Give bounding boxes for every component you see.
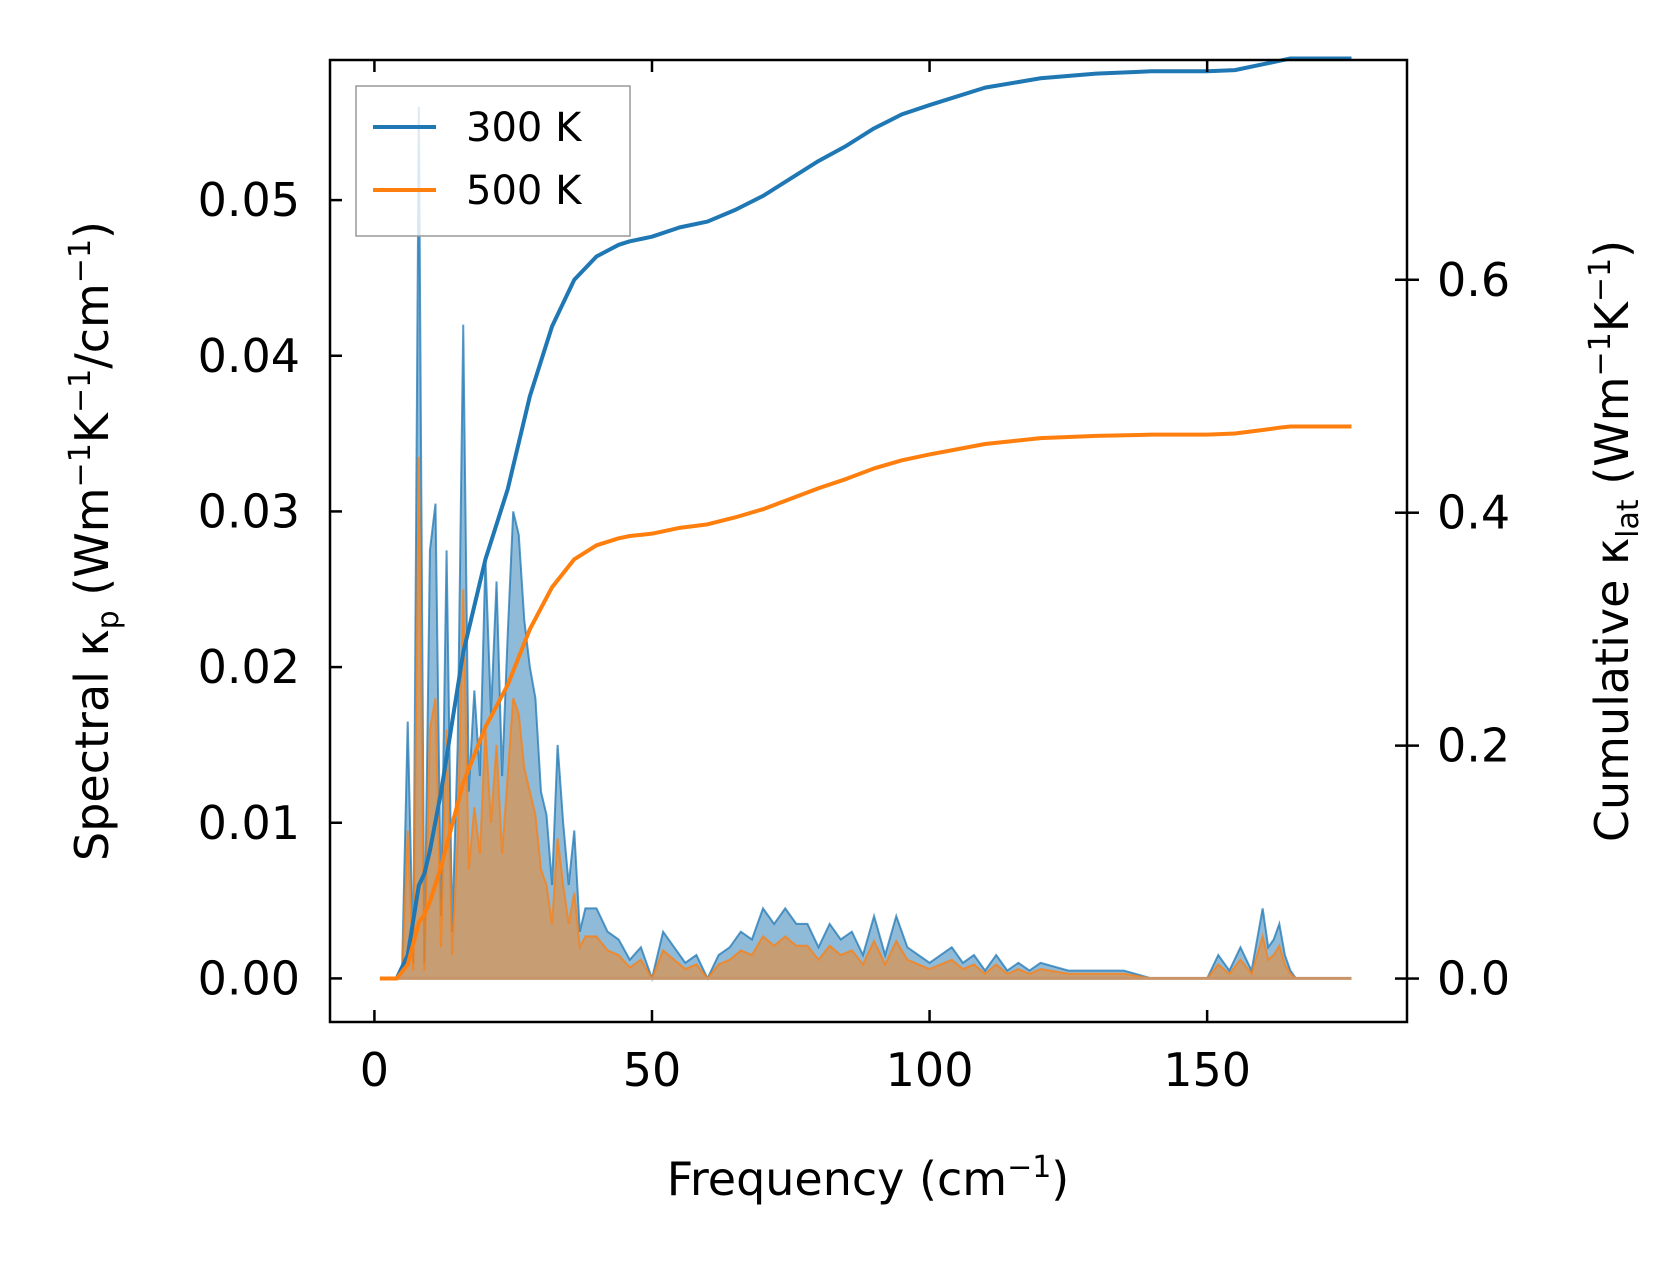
line-300-k-cumulative <box>379 56 1352 981</box>
y-right-tick-label: 0.4 <box>1437 486 1510 540</box>
plot-frame <box>328 58 1409 1024</box>
spectral-line-300k <box>379 106 1352 982</box>
y-left-tick-label: 0.03 <box>198 484 300 538</box>
y-right-tick-label: 0.6 <box>1437 253 1510 307</box>
left-axis-title: Spectral κp (Wm−1K−1/cm−1) <box>63 221 126 861</box>
y-left-tick-label: 0.05 <box>198 173 300 227</box>
x-tick-label: 100 <box>886 1043 974 1097</box>
line-500-k-cumulative <box>379 424 1352 981</box>
legend-box <box>355 85 631 237</box>
y-left-tick-label: 0.00 <box>198 951 300 1005</box>
legend-label-500k: 500 K <box>466 168 583 214</box>
y-left-tick-label: 0.01 <box>198 796 300 850</box>
axis-ticks: 0 50 100 150 0.00 0.01 0.02 0.03 0.04 0.05 0.0 0.2 0… <box>198 60 1510 1097</box>
spectral-area-500k <box>379 456 1352 979</box>
legend: 300 K 500 K <box>355 85 631 237</box>
spectral-line-500k <box>379 456 1352 981</box>
x-axis-title: Frequency (cm−1) <box>667 1150 1070 1206</box>
x-tick-label: 50 <box>623 1043 682 1097</box>
x-tick-label: 150 <box>1163 1043 1251 1097</box>
plot-area <box>379 56 1352 982</box>
y-left-tick-label: 0.02 <box>198 640 300 694</box>
y-right-tick-label: 0.0 <box>1437 952 1510 1006</box>
y-left-tick-label: 0.04 <box>198 329 300 383</box>
right-axis-title: Cumulative κlat (Wm−1K−1) <box>1583 240 1646 842</box>
legend-label-300k: 300 K <box>466 105 583 151</box>
x-tick-label: 0 <box>360 1043 389 1097</box>
y-right-tick-label: 0.2 <box>1437 719 1510 773</box>
